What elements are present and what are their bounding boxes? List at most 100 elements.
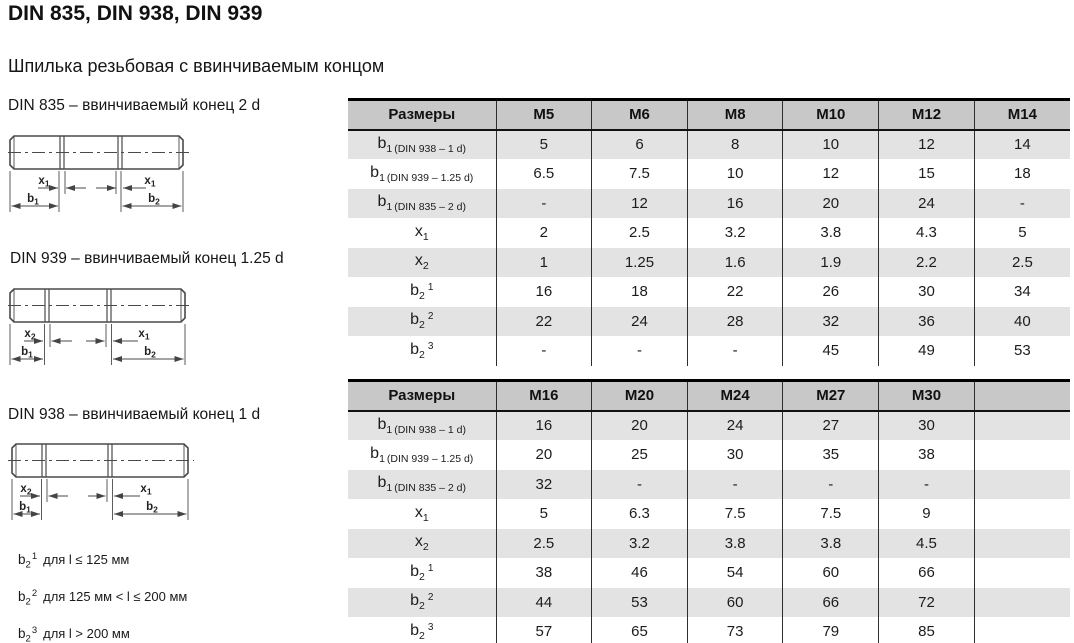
value-cell: 65 xyxy=(591,617,688,643)
value-cell: 57 xyxy=(495,617,592,643)
footnote-symbol: b xyxy=(18,589,26,604)
value-cell: 16 xyxy=(686,188,783,218)
page-title: DIN 835, DIN 938, DIN 939 xyxy=(8,2,263,25)
row-label-part: 1 xyxy=(386,482,393,495)
value-cell: 3.2 xyxy=(686,218,783,248)
value-cell: 1.25 xyxy=(591,247,688,277)
value-cell: 10 xyxy=(686,159,783,189)
value-cell: 38 xyxy=(495,558,592,588)
row-label-part: 2 xyxy=(419,319,425,332)
row-label: b1 (DIN 835 – 2 d) xyxy=(348,188,496,218)
dim-label-left-b: b1 xyxy=(19,501,31,515)
row-label-part: 1 xyxy=(379,452,385,465)
value-cell: - xyxy=(686,469,783,499)
table-row: b1 (DIN 835 – 2 d) 32- - - - xyxy=(348,469,1070,499)
row-label-part: 2 xyxy=(422,541,429,554)
row-label-part: (DIN 938 – 1 d) xyxy=(394,142,467,155)
stud-body xyxy=(8,135,190,170)
dim-label-right-x: x1 xyxy=(138,328,149,342)
row-label-part: 3 xyxy=(427,621,434,633)
header-row: Размеры M16 M20 M24 M27 M30 xyxy=(348,380,1070,412)
value-cell: 12 xyxy=(782,159,879,189)
row-dimension-header: Размеры xyxy=(348,380,496,412)
value-cell: 45 xyxy=(782,336,879,366)
value-cell: 49 xyxy=(878,336,975,366)
size-column-header xyxy=(973,380,1070,412)
footnote-symbol: b xyxy=(18,552,26,567)
row-label-part: b xyxy=(410,281,419,299)
value-cell: 28 xyxy=(686,306,783,336)
value-cell: 30 xyxy=(878,277,975,307)
row-label-part: b xyxy=(377,134,387,152)
value-cell: 14 xyxy=(973,129,1070,159)
table-row: b1 (DIN 938 – 1 d) 16 20 24 27 30 xyxy=(348,410,1070,440)
row-label-part: b xyxy=(370,444,380,462)
row-label: b23 xyxy=(348,336,496,366)
dimension-lines: x1 x1 b1 b2 xyxy=(9,171,184,212)
footnote-text: для l ≤ 125 мм xyxy=(43,552,130,567)
row-label-part: 2 xyxy=(419,629,425,642)
table-row: b1 (DIN 939 – 1.25 d) 6.5 7.5 10 12 15 18 xyxy=(348,159,1070,189)
size-column-header: M14 xyxy=(973,99,1070,131)
value-cell: 1.9 xyxy=(782,247,879,277)
footnote-b2-3: b23 для l > 200 мм xyxy=(18,625,130,643)
value-cell: 16 xyxy=(495,277,592,307)
row-label-part: b xyxy=(370,163,380,181)
row-label: b1 (DIN 939 – 1.25 d) xyxy=(348,440,496,470)
value-cell: 32 xyxy=(782,306,879,336)
row-label-part: b xyxy=(410,340,419,358)
size-column-header: M12 xyxy=(878,99,975,131)
value-cell: - xyxy=(878,469,975,499)
row-label-part: x xyxy=(414,222,423,240)
value-cell: 3.8 xyxy=(686,528,783,558)
value-cell: 25 xyxy=(591,440,688,470)
size-column-header: M16 xyxy=(495,380,592,412)
value-cell: 24 xyxy=(686,410,783,440)
stud-drawing-din835: x1 x1 b1 b2 xyxy=(8,135,190,212)
value-cell: 22 xyxy=(495,306,592,336)
row-label-part: 3 xyxy=(427,340,434,352)
header-row: Размеры M5 M6 M8 M10 M12 M14 xyxy=(348,99,1070,131)
value-cell: 12 xyxy=(591,188,688,218)
value-cell: 7.5 xyxy=(591,159,688,189)
row-label-part: 1 xyxy=(379,171,385,184)
value-cell: - xyxy=(591,336,688,366)
value-cell: 6.5 xyxy=(495,159,592,189)
row-label-part: b xyxy=(410,311,419,329)
row-label-part: x xyxy=(414,252,423,270)
row-label: b1 (DIN 939 – 1.25 d) xyxy=(348,159,496,189)
value-cell: 60 xyxy=(686,587,783,617)
row-label: b21 xyxy=(348,558,496,588)
value-cell: 20 xyxy=(495,440,592,470)
table-row: x2 1 1.25 1.6 1.9 2.2 2.5 xyxy=(348,247,1070,277)
value-cell: 54 xyxy=(686,558,783,588)
row-label-part: (DIN 835 – 2 d) xyxy=(394,201,467,214)
value-cell: 30 xyxy=(878,410,975,440)
value-cell: 2.5 xyxy=(591,218,688,248)
row-label-part: 1 xyxy=(427,562,434,574)
dim-label-right-x: x1 xyxy=(144,175,155,189)
value-cell: 30 xyxy=(686,440,783,470)
value-cell: 60 xyxy=(782,558,879,588)
row-label-part: 2 xyxy=(427,592,434,604)
row-label-part: b xyxy=(377,415,387,433)
dim-label-left-x: x2 xyxy=(20,483,31,497)
table-row: b23 57 65 73 79 85 xyxy=(348,617,1070,643)
row-label-part: b xyxy=(410,592,419,610)
value-cell: 66 xyxy=(782,587,879,617)
footnote-symbol: b xyxy=(18,626,26,641)
value-cell: 35 xyxy=(782,440,879,470)
value-cell xyxy=(973,587,1070,617)
value-cell: 16 xyxy=(495,410,592,440)
row-label-part: b xyxy=(410,621,419,639)
row-label-part: (DIN 939 – 1.25 d) xyxy=(386,452,474,465)
value-cell: 7.5 xyxy=(686,499,783,529)
footnote-b2-2: b22 для 125 мм < l ≤ 200 мм xyxy=(18,588,188,608)
dimension-lines: x2 x1 b1 b2 xyxy=(9,324,186,365)
size-column-header: M27 xyxy=(782,380,879,412)
value-cell: 15 xyxy=(878,159,975,189)
figure-caption-din938: DIN 938 – ввинчиваемый конец 1 d xyxy=(8,406,261,423)
stud-body xyxy=(8,288,192,323)
table-row: b1 (DIN 938 – 1 d) 5 6 8 10 12 14 xyxy=(348,129,1070,159)
row-label-part: 2 xyxy=(419,570,425,583)
